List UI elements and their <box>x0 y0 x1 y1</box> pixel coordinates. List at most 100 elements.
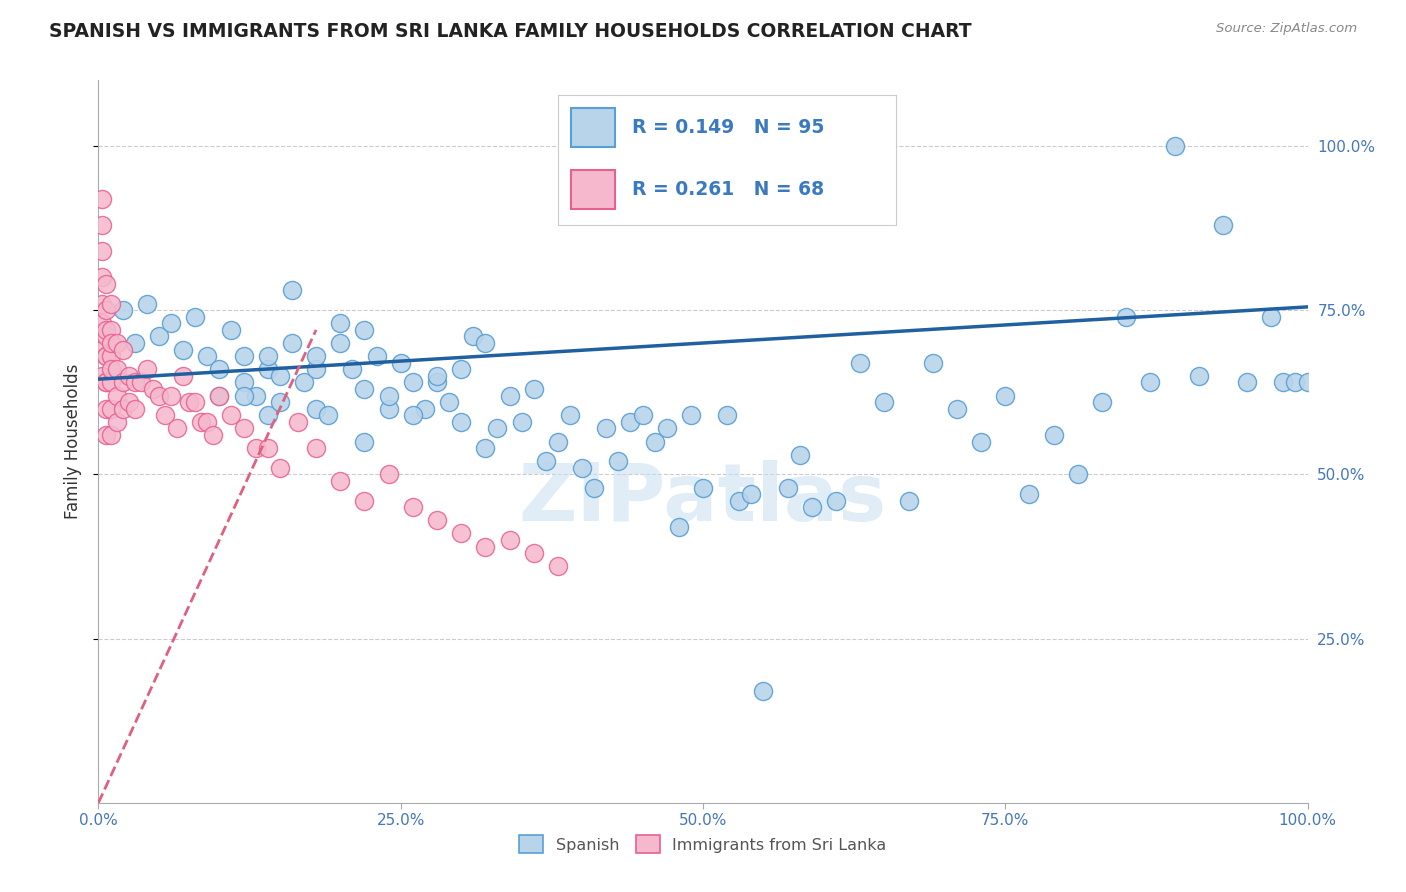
Point <box>142 382 165 396</box>
Point <box>1212 218 1234 232</box>
Point <box>426 376 449 390</box>
Point <box>329 316 352 330</box>
Point <box>1139 376 1161 390</box>
Point <box>413 401 436 416</box>
Point <box>389 356 412 370</box>
Point <box>849 356 872 370</box>
Point <box>342 362 364 376</box>
Point <box>547 434 569 449</box>
Point <box>160 316 183 330</box>
Point <box>571 460 593 475</box>
Point <box>269 460 291 475</box>
Point <box>105 388 128 402</box>
Point <box>316 409 339 423</box>
Point <box>94 349 117 363</box>
Point <box>100 349 122 363</box>
Point <box>91 316 114 330</box>
Point <box>1091 395 1114 409</box>
Point <box>100 296 122 310</box>
Point <box>1018 487 1040 501</box>
Point <box>91 218 114 232</box>
Point <box>245 388 267 402</box>
Point <box>873 395 896 409</box>
Point <box>644 434 666 449</box>
Point <box>474 336 496 351</box>
Point <box>287 415 309 429</box>
Point <box>353 434 375 449</box>
Legend: Spanish, Immigrants from Sri Lanka: Spanish, Immigrants from Sri Lanka <box>513 829 893 860</box>
Point <box>789 448 811 462</box>
Point <box>195 415 218 429</box>
Point <box>463 329 485 343</box>
Point <box>148 388 170 402</box>
Point <box>498 533 520 547</box>
Point <box>256 441 278 455</box>
Point <box>232 388 254 402</box>
Point <box>94 428 117 442</box>
Point <box>100 336 122 351</box>
Y-axis label: Family Households: Family Households <box>65 364 83 519</box>
Point <box>100 428 122 442</box>
Point <box>305 401 328 416</box>
Point <box>111 343 134 357</box>
Point <box>111 303 134 318</box>
Point <box>437 395 460 409</box>
Point <box>679 409 702 423</box>
Point <box>190 415 212 429</box>
Point <box>921 356 943 370</box>
Point <box>94 323 117 337</box>
Point <box>111 401 134 416</box>
Point <box>232 376 254 390</box>
Point <box>160 388 183 402</box>
Point <box>245 441 267 455</box>
Point <box>353 323 375 337</box>
Point <box>716 409 738 423</box>
Point <box>221 409 243 423</box>
Point <box>523 382 546 396</box>
Point <box>172 343 194 357</box>
Point <box>232 349 254 363</box>
Point <box>1163 139 1185 153</box>
Point <box>172 368 194 383</box>
Point <box>91 192 114 206</box>
Point <box>825 493 848 508</box>
Point <box>256 409 278 423</box>
Point <box>1272 376 1295 390</box>
Point <box>377 388 399 402</box>
Point <box>498 388 520 402</box>
Point <box>426 513 449 527</box>
Point <box>94 277 117 291</box>
Point <box>450 415 472 429</box>
Point <box>94 376 117 390</box>
Point <box>450 526 472 541</box>
Point <box>94 329 117 343</box>
Point <box>631 409 654 423</box>
Point <box>91 368 114 383</box>
Point <box>523 546 546 560</box>
Point <box>124 336 146 351</box>
Point <box>305 349 328 363</box>
Point <box>184 310 207 324</box>
Point <box>1188 368 1211 383</box>
Point <box>281 336 304 351</box>
Point <box>91 343 114 357</box>
Point <box>148 329 170 343</box>
Point <box>402 500 425 515</box>
Text: Source: ZipAtlas.com: Source: ZipAtlas.com <box>1216 22 1357 36</box>
Point <box>256 362 278 376</box>
Point <box>329 336 352 351</box>
Point <box>292 376 315 390</box>
Point <box>1260 310 1282 324</box>
Point <box>94 376 117 390</box>
Point <box>1284 376 1306 390</box>
Point <box>353 493 375 508</box>
Point <box>208 388 231 402</box>
Point <box>153 409 176 423</box>
Point <box>135 362 157 376</box>
Point <box>94 303 117 318</box>
Point <box>547 559 569 574</box>
Point <box>583 481 606 495</box>
Point <box>377 401 399 416</box>
Point <box>402 409 425 423</box>
Point <box>179 395 201 409</box>
